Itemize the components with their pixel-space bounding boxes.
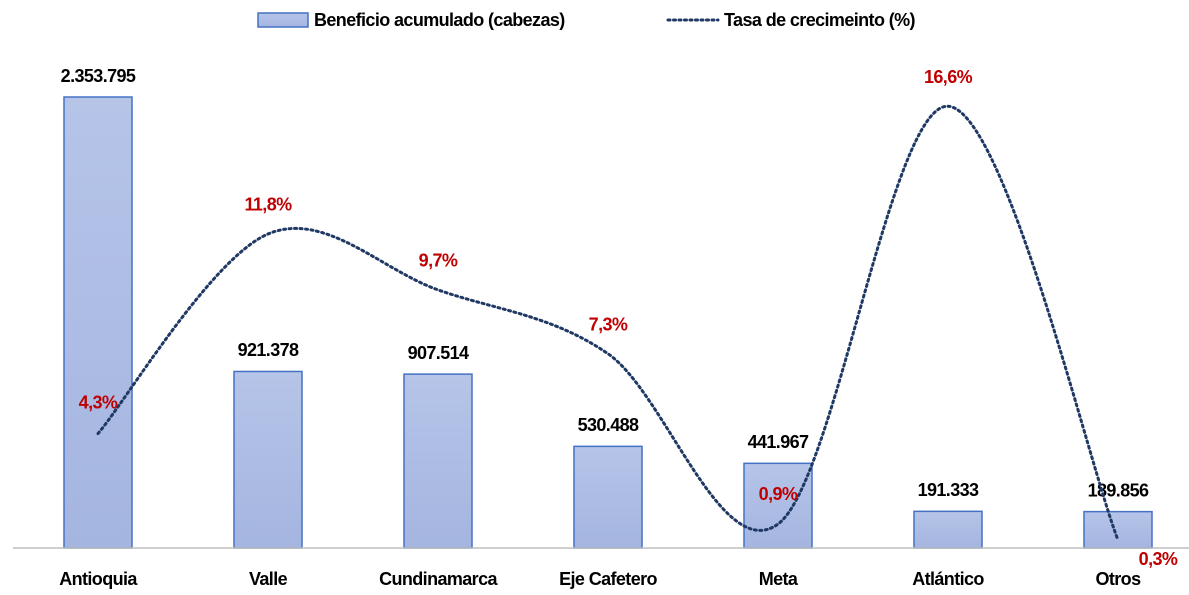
x-tick-label: Otros	[1095, 569, 1141, 589]
line-value-label: 11,8%	[244, 195, 292, 215]
bar-value-label: 921.378	[238, 340, 299, 360]
line-value-label: 0,3%	[1139, 549, 1178, 569]
bar	[233, 370, 303, 549]
legend-label: Tasa de crecimeinto (%)	[724, 10, 916, 30]
bar	[743, 462, 813, 549]
bar-value-label: 530.488	[578, 415, 639, 435]
x-tick-label: Cundinamarca	[379, 569, 498, 589]
line-value-label: 16,6%	[924, 67, 973, 87]
x-tick-label: Atlántico	[912, 569, 984, 589]
bar	[913, 510, 983, 549]
bar	[63, 96, 133, 549]
bar-value-label: 441.967	[748, 432, 809, 452]
bar	[573, 445, 643, 549]
legend-label: Beneficio acumulado (cabezas)	[314, 10, 565, 30]
legend: Beneficio acumulado (cabezas) Tasa de cre…	[257, 10, 916, 30]
line-value-label: 0,9%	[759, 484, 798, 504]
bar	[403, 373, 473, 549]
bar-value-label: 907.514	[408, 343, 469, 363]
legend-swatch	[257, 12, 309, 28]
line-value-label: 7,3%	[589, 314, 628, 334]
x-tick-label: Antioquia	[59, 569, 138, 589]
x-tick-label: Meta	[759, 569, 799, 589]
line-value-label: 9,7%	[419, 251, 458, 271]
line-value-label: 4,3%	[79, 392, 118, 412]
x-tick-label: Valle	[249, 569, 288, 589]
line	[96, 104, 1120, 542]
bar-value-label: 189.856	[1088, 480, 1149, 500]
bar-value-label: 2.353.795	[61, 66, 136, 86]
bar-value-label: 191.333	[918, 480, 979, 500]
x-tick-label: Eje Cafetero	[559, 569, 657, 589]
bar	[1083, 510, 1153, 549]
